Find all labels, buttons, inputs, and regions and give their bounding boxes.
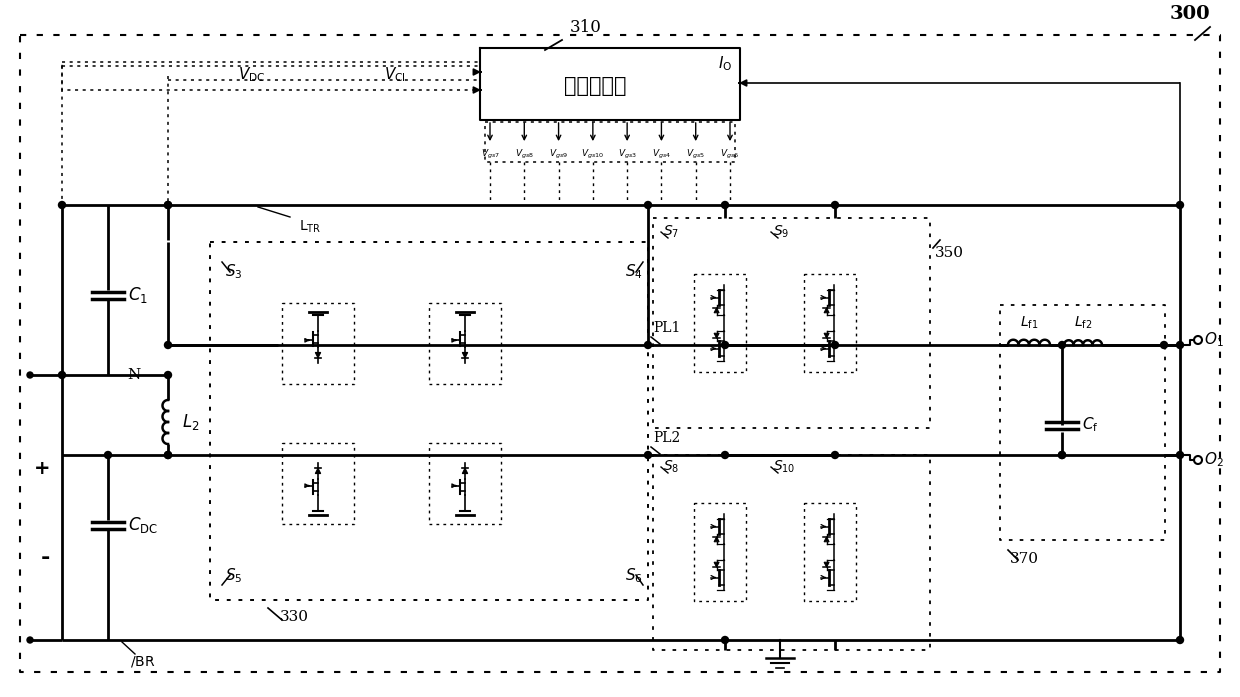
Polygon shape — [825, 537, 830, 542]
Text: $O_2$: $O_2$ — [1204, 451, 1224, 469]
Text: $L_{\mathrm{f1}}$: $L_{\mathrm{f1}}$ — [1019, 314, 1038, 331]
Circle shape — [165, 201, 171, 208]
Circle shape — [1059, 342, 1065, 348]
Text: 第二控制器: 第二控制器 — [564, 76, 626, 96]
Circle shape — [722, 636, 729, 643]
Circle shape — [165, 372, 171, 378]
Text: $S_3$: $S_3$ — [224, 262, 243, 281]
Circle shape — [27, 372, 33, 378]
Text: $S_7$: $S_7$ — [663, 224, 680, 240]
Text: $V_{gs4}$: $V_{gs4}$ — [652, 148, 671, 161]
Circle shape — [1177, 452, 1183, 459]
Text: $L_2$: $L_2$ — [182, 412, 200, 432]
Text: $V_{\mathrm{DC}}$: $V_{\mathrm{DC}}$ — [238, 66, 265, 84]
Polygon shape — [714, 307, 719, 313]
Circle shape — [1059, 452, 1065, 459]
Polygon shape — [463, 353, 467, 358]
Text: $\mathsf{L_{TR}}$: $\mathsf{L_{TR}}$ — [299, 219, 321, 236]
Circle shape — [832, 452, 838, 459]
Text: PL1: PL1 — [653, 321, 681, 335]
Polygon shape — [825, 333, 830, 338]
Text: 310: 310 — [570, 19, 601, 36]
Circle shape — [104, 452, 112, 459]
Circle shape — [1177, 636, 1183, 643]
Text: $S_{10}$: $S_{10}$ — [773, 459, 796, 475]
Text: 330: 330 — [280, 610, 309, 624]
Circle shape — [832, 201, 838, 208]
Text: $O_1$: $O_1$ — [1204, 330, 1224, 349]
Polygon shape — [714, 537, 719, 542]
Text: $C_{\mathrm{f}}$: $C_{\mathrm{f}}$ — [1083, 415, 1099, 434]
Circle shape — [1177, 201, 1183, 208]
Polygon shape — [315, 468, 321, 473]
Polygon shape — [714, 562, 719, 567]
Text: 370: 370 — [1011, 552, 1039, 566]
Text: 300: 300 — [1169, 5, 1210, 23]
Text: -: - — [41, 548, 50, 568]
Circle shape — [645, 342, 651, 348]
Text: $V_{gs5}$: $V_{gs5}$ — [686, 148, 706, 161]
Text: $S_6$: $S_6$ — [625, 566, 644, 585]
Text: $S_9$: $S_9$ — [773, 224, 790, 240]
Text: N: N — [126, 368, 140, 382]
Circle shape — [722, 342, 729, 348]
Circle shape — [165, 201, 171, 208]
Text: 350: 350 — [935, 246, 963, 260]
Text: $V_{gs9}$: $V_{gs9}$ — [549, 148, 568, 161]
Text: $V_{gs10}$: $V_{gs10}$ — [582, 148, 604, 161]
Text: $\mathsf{/BR}$: $\mathsf{/BR}$ — [130, 654, 155, 669]
Circle shape — [722, 201, 729, 208]
Text: $L_{\mathrm{f2}}$: $L_{\mathrm{f2}}$ — [1074, 314, 1092, 331]
Circle shape — [1177, 342, 1183, 348]
Text: $S_8$: $S_8$ — [663, 459, 680, 475]
Circle shape — [165, 452, 171, 459]
Circle shape — [832, 342, 838, 348]
Text: $V_{gs3}$: $V_{gs3}$ — [618, 148, 636, 161]
Text: $V_{\mathrm{Cl}}$: $V_{\mathrm{Cl}}$ — [384, 66, 405, 84]
Circle shape — [165, 342, 171, 348]
Polygon shape — [463, 468, 467, 473]
Text: $C_{\mathrm{DC}}$: $C_{\mathrm{DC}}$ — [128, 515, 157, 535]
Text: $I_{\mathrm{O}}$: $I_{\mathrm{O}}$ — [718, 54, 732, 73]
Text: $S_5$: $S_5$ — [224, 566, 243, 585]
Circle shape — [645, 201, 651, 208]
Circle shape — [165, 452, 171, 459]
Polygon shape — [825, 562, 830, 567]
Circle shape — [58, 372, 66, 378]
Text: $V_{gs8}$: $V_{gs8}$ — [515, 148, 533, 161]
Circle shape — [27, 637, 33, 643]
Text: $V_{gs7}$: $V_{gs7}$ — [481, 148, 500, 161]
Polygon shape — [825, 307, 830, 313]
Circle shape — [645, 452, 651, 459]
Circle shape — [58, 201, 66, 208]
Circle shape — [722, 452, 729, 459]
Text: $V_{gs6}$: $V_{gs6}$ — [720, 148, 739, 161]
Text: $S_4$: $S_4$ — [625, 262, 644, 281]
Text: +: + — [33, 459, 50, 477]
Text: PL2: PL2 — [653, 431, 681, 445]
Polygon shape — [315, 353, 321, 358]
Text: $C_1$: $C_1$ — [128, 285, 148, 305]
Circle shape — [1161, 342, 1168, 348]
Polygon shape — [714, 333, 719, 338]
Circle shape — [1059, 452, 1065, 459]
